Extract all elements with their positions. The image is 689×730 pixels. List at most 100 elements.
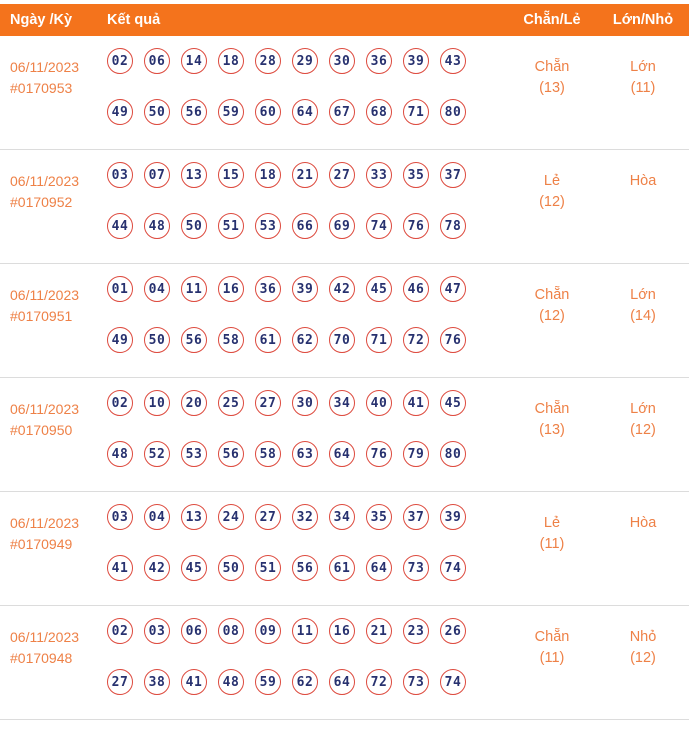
number-ball: 02 [107, 618, 133, 644]
number-ball: 41 [107, 555, 133, 581]
keno-results-table: Ngày /Kỳ Kết quả Chẵn/Lẻ Lớn/Nhỏ 06/11/2… [0, 4, 689, 720]
bigsmall-cell: Lớn (11) [597, 48, 689, 125]
number-ball: 49 [107, 327, 133, 353]
number-ball: 04 [144, 276, 170, 302]
evenodd-count: (12) [539, 308, 565, 324]
number-ball: 74 [440, 669, 466, 695]
number-ball: 02 [107, 48, 133, 74]
evenodd-count: (13) [539, 80, 565, 96]
bigsmall-label: Lớn [630, 287, 656, 303]
number-ball: 30 [292, 390, 318, 416]
number-ball: 45 [440, 390, 466, 416]
draw-date-cell: 06/11/2023 #0170953 [0, 48, 107, 125]
numbers-line-2: 48 52 53 56 58 63 64 76 79 80 [107, 441, 507, 467]
number-ball: 35 [366, 504, 392, 530]
number-ball: 26 [440, 618, 466, 644]
numbers-cell: 02 06 14 18 28 29 30 36 39 43 49 50 56 59 60 64 67 68 71 8… [107, 48, 507, 125]
numbers-cell: 02 10 20 25 27 30 34 40 41 45 48 52 53 56 58 63 64 76 79 8… [107, 390, 507, 467]
number-ball: 39 [292, 276, 318, 302]
bigsmall-count: (11) [630, 80, 656, 96]
numbers-cell: 01 04 11 16 36 39 42 45 46 47 49 50 56 58 61 62 70 71 72 7… [107, 276, 507, 353]
number-ball: 79 [403, 441, 429, 467]
draw-date: 06/11/2023 [10, 173, 80, 189]
numbers-line-1: 03 04 13 24 27 32 34 35 37 39 [107, 504, 507, 530]
number-ball: 39 [403, 48, 429, 74]
evenodd-label: Chẵn [534, 401, 570, 417]
number-ball: 34 [329, 504, 355, 530]
evenodd-cell: Lẻ (11) [507, 504, 597, 581]
number-ball: 64 [329, 441, 355, 467]
number-ball: 70 [329, 327, 355, 353]
number-ball: 06 [181, 618, 207, 644]
evenodd-cell: Chẵn (12) [507, 276, 597, 353]
draw-date-cell: 06/11/2023 #0170950 [0, 390, 107, 467]
number-ball: 37 [403, 504, 429, 530]
number-ball: 68 [366, 99, 392, 125]
number-ball: 71 [366, 327, 392, 353]
number-ball: 03 [107, 162, 133, 188]
number-ball: 53 [255, 213, 281, 239]
number-ball: 09 [255, 618, 281, 644]
number-ball: 61 [329, 555, 355, 581]
draw-id: #0170952 [10, 194, 73, 210]
result-row: 06/11/2023 #0170952 03 07 13 15 18 21 27 33 35 37… [0, 150, 689, 264]
number-ball: 18 [255, 162, 281, 188]
evenodd-cell: Chẵn (11) [507, 618, 597, 695]
header-bigsmall-column: Lớn/Nhỏ [612, 12, 674, 28]
number-ball: 56 [218, 441, 244, 467]
number-ball: 03 [107, 504, 133, 530]
number-ball: 20 [181, 390, 207, 416]
number-ball: 36 [366, 48, 392, 74]
result-row: 06/11/2023 #0170950 02 10 20 25 27 30 34 40 41 45… [0, 378, 689, 492]
header-date-column: Ngày /Kỳ [10, 12, 73, 28]
draw-date: 06/11/2023 [10, 287, 80, 303]
numbers-line-2: 44 48 50 51 53 66 69 74 76 78 [107, 213, 507, 239]
number-ball: 78 [440, 213, 466, 239]
numbers-line-1: 02 10 20 25 27 30 34 40 41 45 [107, 390, 507, 416]
number-ball: 50 [218, 555, 244, 581]
number-ball: 13 [181, 162, 207, 188]
number-ball: 06 [144, 48, 170, 74]
number-ball: 34 [329, 390, 355, 416]
number-ball: 15 [218, 162, 244, 188]
number-ball: 30 [329, 48, 355, 74]
bigsmall-cell: Hòa [597, 162, 689, 239]
number-ball: 53 [181, 441, 207, 467]
numbers-line-2: 49 50 56 59 60 64 67 68 71 80 [107, 99, 507, 125]
numbers-cell: 02 03 06 08 09 11 16 21 23 26 27 38 41 48 59 62 64 72 73 7… [107, 618, 507, 695]
number-ball: 08 [218, 618, 244, 644]
number-ball: 60 [255, 99, 281, 125]
evenodd-label: Chẵn [534, 287, 570, 303]
draw-id: #0170948 [10, 650, 73, 666]
bigsmall-count: (12) [630, 650, 656, 666]
draw-date-cell: 06/11/2023 #0170948 [0, 618, 107, 695]
number-ball: 76 [366, 441, 392, 467]
number-ball: 47 [440, 276, 466, 302]
bigsmall-count: (12) [630, 422, 656, 438]
number-ball: 37 [440, 162, 466, 188]
draw-date: 06/11/2023 [10, 59, 80, 75]
number-ball: 11 [292, 618, 318, 644]
draw-date-cell: 06/11/2023 #0170949 [0, 504, 107, 581]
number-ball: 42 [329, 276, 355, 302]
number-ball: 27 [255, 504, 281, 530]
number-ball: 64 [292, 99, 318, 125]
number-ball: 44 [107, 213, 133, 239]
number-ball: 73 [403, 555, 429, 581]
number-ball: 72 [403, 327, 429, 353]
number-ball: 73 [403, 669, 429, 695]
number-ball: 46 [403, 276, 429, 302]
number-ball: 51 [218, 213, 244, 239]
numbers-cell: 03 04 13 24 27 32 34 35 37 39 41 42 45 50 51 56 61 64 73 7… [107, 504, 507, 581]
number-ball: 02 [107, 390, 133, 416]
draw-date-cell: 06/11/2023 #0170951 [0, 276, 107, 353]
number-ball: 41 [403, 390, 429, 416]
number-ball: 13 [181, 504, 207, 530]
draw-id: #0170951 [10, 308, 73, 324]
evenodd-cell: Lẻ (12) [507, 162, 597, 239]
number-ball: 29 [292, 48, 318, 74]
bigsmall-label: Nhỏ [629, 629, 657, 645]
number-ball: 38 [144, 669, 170, 695]
draw-date: 06/11/2023 [10, 515, 80, 531]
number-ball: 28 [255, 48, 281, 74]
